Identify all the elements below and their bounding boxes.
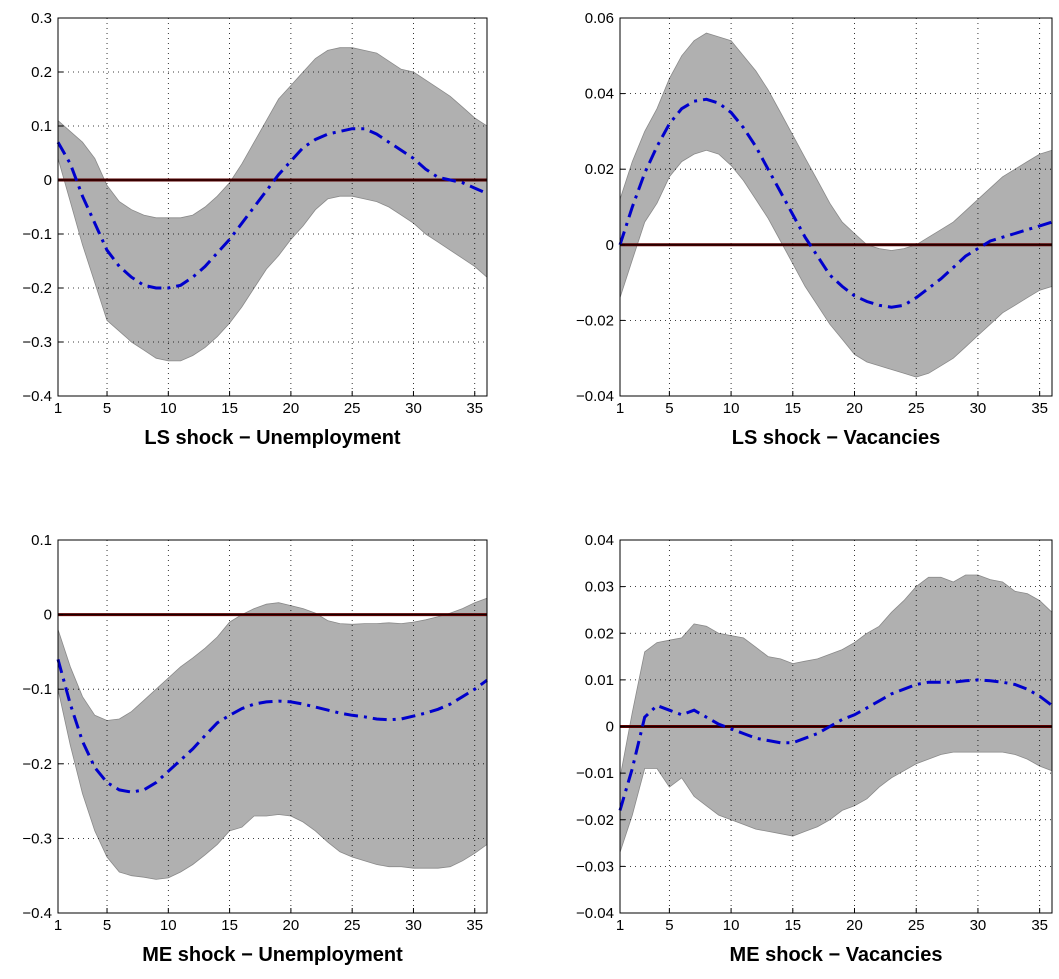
median-response-line [56,127,488,290]
y-tick-label: −0.02 [576,812,614,829]
y-tick-label: 0.01 [585,672,614,689]
y-tick-label: 0.06 [585,10,614,27]
y-tick-label: −0.4 [22,388,52,405]
x-tick-label: 30 [970,917,987,934]
x-tick-label: 20 [846,400,863,417]
x-tick-label: 15 [221,917,238,934]
y-tick-label: 0.03 [585,579,614,596]
x-tick-label: 20 [846,917,863,934]
x-tick-label: 15 [784,400,801,417]
y-tick-label: −0.1 [22,226,52,243]
median-response-line [618,678,1053,811]
y-tick-label: −0.03 [576,858,614,875]
y-tick-label: 0.1 [31,118,52,135]
y-tick-label: −0.2 [22,280,52,297]
y-tick-label: 0 [44,607,52,624]
panel-me-shock-vacancies: 1 5 10 15 20 25 30 35−0.04−0.03−0.02−0.0100.010… [576,532,1053,966]
x-tick-label: 20 [283,917,300,934]
x-tick-label: 10 [160,400,177,417]
x-tick-label: 10 [160,917,177,934]
y-tick-label: −0.01 [576,765,614,782]
y-tick-label: 0 [606,719,614,736]
y-tick-label: 0.2 [31,64,52,81]
x-tick-label: 10 [723,400,740,417]
axes-box [57,17,488,397]
x-tick-label: 15 [221,400,238,417]
x-tick-label: 5 [103,400,111,417]
x-tick-label: 30 [970,400,987,417]
x-tick-label: 25 [908,400,925,417]
x-tick-label: 35 [1031,917,1048,934]
y-tick-label: 0.02 [585,161,614,178]
x-tick-label: 10 [723,917,740,934]
x-tick-label: 25 [344,917,361,934]
panel-ls-shock-vacancies: 1 5 10 15 20 25 30 35−0.04−0.0200.020.040.06LS … [576,10,1053,449]
x-tick-label: 5 [103,917,111,934]
axes-box [619,17,1053,397]
y-tick-label: −0.4 [22,905,52,922]
y-tick-label: 0 [44,172,52,189]
y-tick-label: 0.04 [585,532,614,549]
panel-ls-shock-unemployment: 1 5 10 15 20 25 30 35−0.4−0.3−0.2−0.100.10.20.3… [22,10,488,449]
panel-me-shock-unemployment: 1 5 10 15 20 25 30 35−0.4−0.3−0.2−0.100.1ME sho… [22,532,488,966]
axes-box [57,539,488,914]
y-tick-label: 0.1 [31,532,52,549]
x-tick-label: 20 [283,400,300,417]
x-tick-label: 30 [405,917,422,934]
x-tick-label: 1 [616,400,624,417]
y-tick-label: −0.3 [22,334,52,351]
x-tick-label: 30 [405,400,422,417]
x-tick-label: 35 [466,917,483,934]
x-tick-label: 1 [616,917,624,934]
y-tick-label: −0.04 [576,388,614,405]
panel-title: LS shock − Vacancies [732,427,940,449]
x-tick-label: 25 [908,917,925,934]
x-tick-label: 15 [784,917,801,934]
x-tick-label: 1 [54,917,62,934]
y-tick-label: −0.2 [22,756,52,773]
y-tick-label: 0.04 [585,86,614,103]
x-tick-label: 35 [1031,400,1048,417]
median-response-line [56,659,488,794]
y-tick-label: 0.3 [31,10,52,27]
x-tick-label: 1 [54,400,62,417]
y-tick-label: −0.1 [22,681,52,698]
x-tick-label: 5 [665,917,673,934]
y-tick-label: −0.02 [576,312,614,329]
panel-title: ME shock − Unemployment [142,944,403,966]
x-tick-label: 35 [466,400,483,417]
panel-title: LS shock − Unemployment [144,427,401,449]
x-tick-label: 5 [665,400,673,417]
y-tick-label: −0.04 [576,905,614,922]
x-tick-label: 25 [344,400,361,417]
y-tick-label: −0.3 [22,830,52,847]
y-tick-label: 0.02 [585,625,614,642]
y-tick-label: 0 [606,237,614,254]
panel-title: ME shock − Vacancies [730,944,943,966]
